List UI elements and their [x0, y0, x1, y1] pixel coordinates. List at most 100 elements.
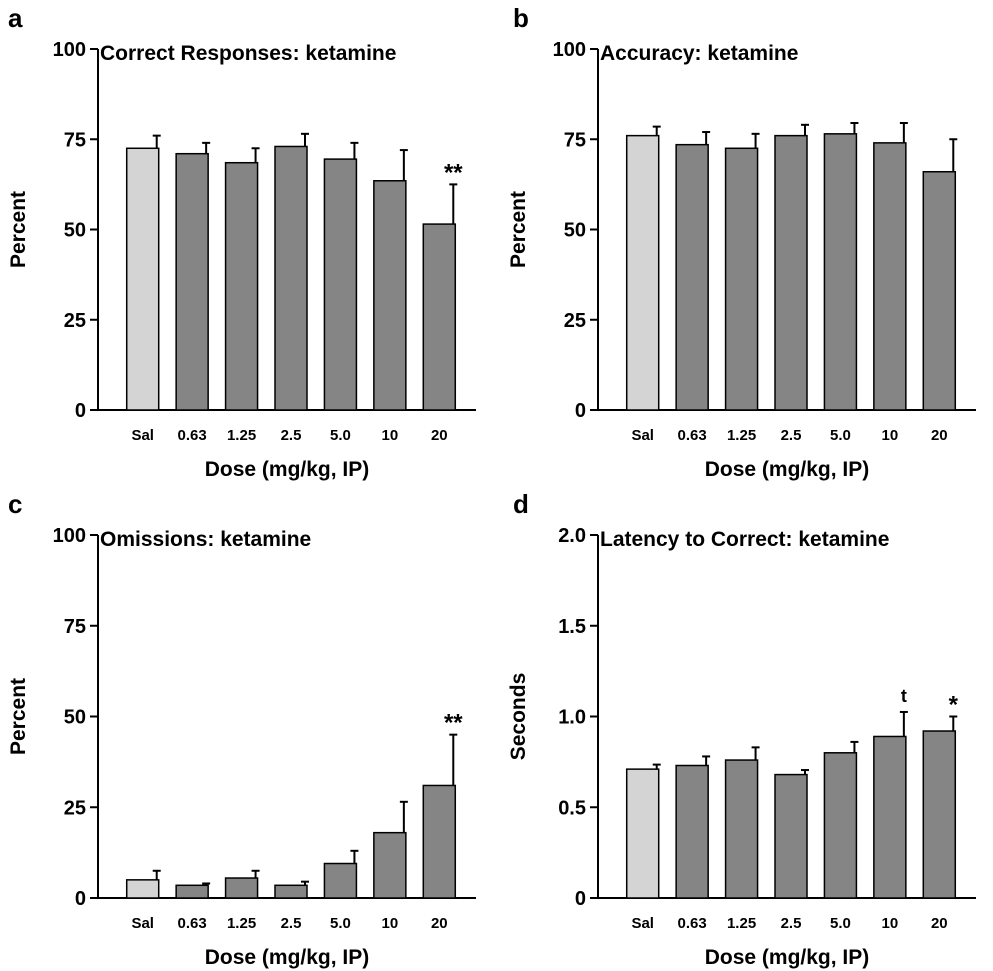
bar	[422, 784, 457, 899]
bar	[774, 134, 808, 411]
y-tick-label: 75	[64, 616, 86, 638]
bar	[274, 884, 308, 899]
bar	[873, 142, 907, 411]
y-tick-label: 50	[64, 220, 86, 242]
y-tick-label: 100	[553, 39, 586, 61]
chart-title: Accuracy: ketamine	[600, 42, 798, 65]
y-tick-label: 75	[64, 129, 86, 151]
bar	[323, 158, 358, 411]
x-tick-label: 10	[382, 427, 399, 444]
y-tick-label: 0.5	[558, 797, 586, 819]
y-tick-label: 50	[564, 220, 586, 242]
panel-letter: b	[513, 3, 529, 33]
x-tick-label: 2.5	[281, 915, 302, 932]
y-tick-label: 1.5	[558, 616, 586, 638]
panel-letter: c	[8, 489, 22, 519]
x-tick-label: 2.5	[781, 915, 802, 932]
x-tick-label: 20	[431, 427, 448, 444]
bar	[625, 134, 660, 411]
x-tick-label: 20	[931, 915, 948, 932]
x-tick-label: 5.0	[330, 915, 351, 932]
chart-title: Correct Responses: ketamine	[100, 42, 396, 65]
panel-letter: a	[8, 3, 23, 33]
bar	[373, 831, 407, 899]
bar	[224, 161, 259, 411]
x-tick-label: 1.25	[227, 915, 256, 932]
x-axis-label: Dose (mg/kg, IP)	[705, 458, 870, 481]
panel-c: c Omissions: ketamine 0 25 50 75 100 Percent Sal…	[7, 489, 476, 969]
bar	[224, 877, 259, 899]
y-axis-label: Percent	[507, 191, 530, 268]
bar	[373, 180, 407, 411]
x-tick-label: Sal	[131, 915, 154, 932]
bar	[125, 147, 160, 411]
y-tick-label: 0	[575, 400, 586, 422]
panel-d: d Latency to Correct: ketamine 0 0.5 1.0 1.5 2…	[507, 489, 976, 969]
x-tick-label: 20	[431, 915, 448, 932]
bar	[675, 143, 709, 411]
y-tick-label: 100	[53, 525, 86, 547]
y-tick-label: 0	[575, 888, 586, 910]
x-tick-label: 5.0	[830, 427, 851, 444]
bar	[675, 764, 709, 899]
x-tick-label: Sal	[631, 427, 654, 444]
y-tick-label: 0	[75, 400, 86, 422]
bar	[125, 879, 160, 899]
x-tick-label: 0.63	[178, 427, 207, 444]
x-tick-label: Sal	[131, 427, 154, 444]
bar	[922, 170, 957, 411]
bar	[175, 884, 209, 899]
x-axis-label: Dose (mg/kg, IP)	[205, 946, 370, 969]
x-tick-label: Sal	[631, 915, 654, 932]
y-axis-label: Percent	[7, 191, 30, 268]
y-axis-label: Seconds	[507, 673, 530, 761]
significance-annotation: **	[444, 710, 463, 737]
y-tick-label: 100	[53, 39, 86, 61]
y-tick-label: 25	[564, 310, 586, 332]
significance-annotation: *	[949, 692, 959, 719]
bar	[823, 752, 858, 899]
x-tick-label: 20	[931, 427, 948, 444]
bar	[873, 735, 907, 899]
bar	[274, 145, 308, 411]
x-tick-label: 2.5	[781, 427, 802, 444]
bar	[625, 768, 660, 899]
panel-a: a Correct Responses: ketamine 0 25 50 75 100 Pe…	[7, 3, 476, 481]
x-tick-label: 10	[382, 915, 399, 932]
chart-title: Omissions: ketamine	[100, 528, 311, 551]
y-tick-label: 25	[64, 310, 86, 332]
bar	[922, 730, 957, 899]
y-tick-label: 0	[75, 888, 86, 910]
chart-title: Latency to Correct: ketamine	[600, 528, 889, 551]
x-tick-label: 2.5	[281, 427, 302, 444]
x-tick-label: 5.0	[830, 915, 851, 932]
panel-letter: d	[513, 489, 529, 519]
bar	[323, 862, 358, 899]
bar	[774, 773, 808, 899]
significance-annotation: t	[901, 686, 907, 706]
x-tick-label: 0.63	[178, 915, 207, 932]
bar	[724, 147, 759, 411]
x-tick-label: 1.25	[727, 427, 756, 444]
x-tick-label: 0.63	[678, 915, 707, 932]
x-axis-label: Dose (mg/kg, IP)	[705, 946, 870, 969]
y-tick-label: 25	[64, 797, 86, 819]
x-tick-label: 1.25	[727, 915, 756, 932]
x-tick-label: 10	[882, 915, 899, 932]
x-tick-label: 10	[882, 427, 899, 444]
x-axis-label: Dose (mg/kg, IP)	[205, 458, 370, 481]
bar	[823, 133, 858, 411]
y-tick-label: 75	[564, 129, 586, 151]
y-tick-label: 50	[64, 707, 86, 729]
x-tick-label: 0.63	[678, 427, 707, 444]
x-tick-label: 1.25	[227, 427, 256, 444]
y-axis-label: Percent	[7, 678, 30, 755]
bar	[175, 152, 209, 411]
significance-annotation: **	[444, 159, 463, 186]
y-tick-label: 2.0	[558, 525, 586, 547]
x-tick-label: 5.0	[330, 427, 351, 444]
bar	[422, 223, 457, 411]
bar	[724, 759, 759, 899]
